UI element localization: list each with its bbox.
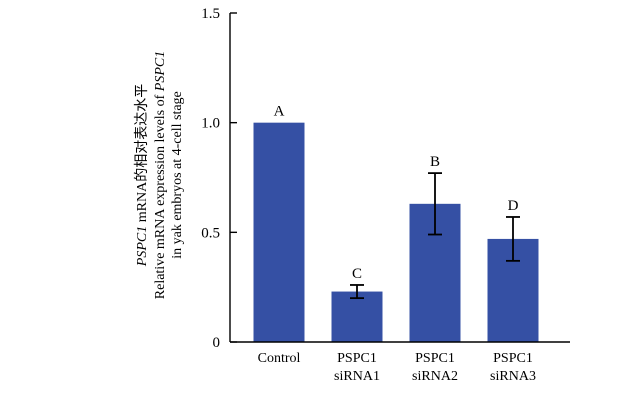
y-tick-label: 1.5 bbox=[201, 6, 220, 22]
y-axis-title-line-3: in yak embryos at 4-cell stage bbox=[170, 91, 185, 259]
y-tick-label: 0 bbox=[213, 335, 221, 351]
category-label: PSPC1 bbox=[415, 351, 455, 366]
y-axis: 0 0.5 1.0 1.5 bbox=[201, 6, 237, 351]
category-label: siRNA2 bbox=[412, 369, 458, 384]
bar bbox=[331, 291, 383, 342]
bars-group bbox=[253, 122, 539, 343]
category-labels-group: Control PSPC1 siRNA1 PSPC1 siRNA2 PSPC1 siRNA3 bbox=[258, 351, 536, 384]
significance-labels-group: A C B D bbox=[274, 104, 519, 282]
error-bars-group bbox=[350, 172, 520, 300]
category-label: Control bbox=[258, 351, 301, 366]
y-tick-label: 1.0 bbox=[201, 116, 220, 132]
significance-label: D bbox=[508, 198, 519, 214]
y-axis-title-line-2: Relative mRNA expression levels of PSPC1 bbox=[153, 51, 168, 299]
significance-label: A bbox=[274, 104, 285, 120]
category-label: siRNA3 bbox=[490, 369, 536, 384]
significance-label: C bbox=[352, 266, 362, 282]
y-axis-title-line-1: PSPC1 mRNA的相对表达水平 bbox=[134, 84, 150, 267]
category-label: siRNA1 bbox=[334, 369, 380, 384]
bar bbox=[253, 122, 305, 343]
y-axis-title: PSPC1 mRNA的相对表达水平 Relative mRNA expressi… bbox=[134, 51, 185, 299]
category-label: PSPC1 bbox=[337, 351, 377, 366]
y-tick-label: 0.5 bbox=[201, 225, 220, 241]
category-label: PSPC1 bbox=[493, 351, 533, 366]
significance-label: B bbox=[430, 154, 440, 170]
